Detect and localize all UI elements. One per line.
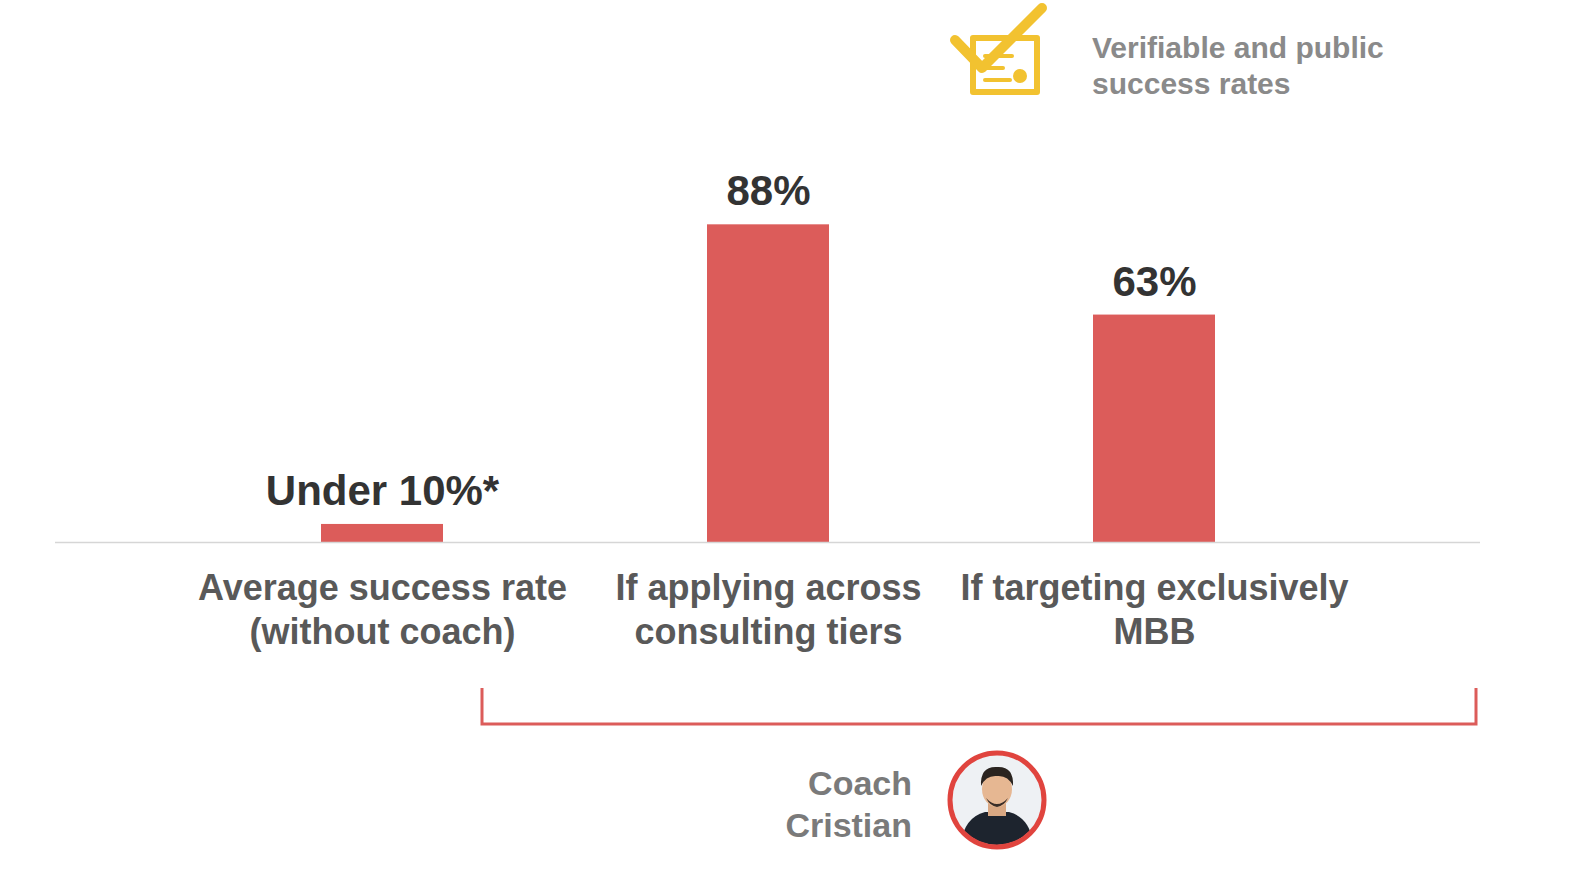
svg-text:If targeting exclusivelyMBB: If targeting exclusivelyMBB <box>960 567 1348 652</box>
svg-text:88%: 88% <box>726 167 810 214</box>
svg-text:Average success rate(without c: Average success rate(without coach) <box>198 567 567 652</box>
html-text:Verifiable and public success: Verifiable and public success rates <box>1092 31 1384 100</box>
svg-text:Under 10%*: Under 10%* <box>266 467 500 514</box>
html-text:Coach Cristian: Coach Cristian <box>785 764 912 844</box>
svg-text:63%: 63% <box>1112 258 1196 305</box>
svg-text:If applying acrossconsulting t: If applying acrossconsulting tiers <box>615 567 921 652</box>
